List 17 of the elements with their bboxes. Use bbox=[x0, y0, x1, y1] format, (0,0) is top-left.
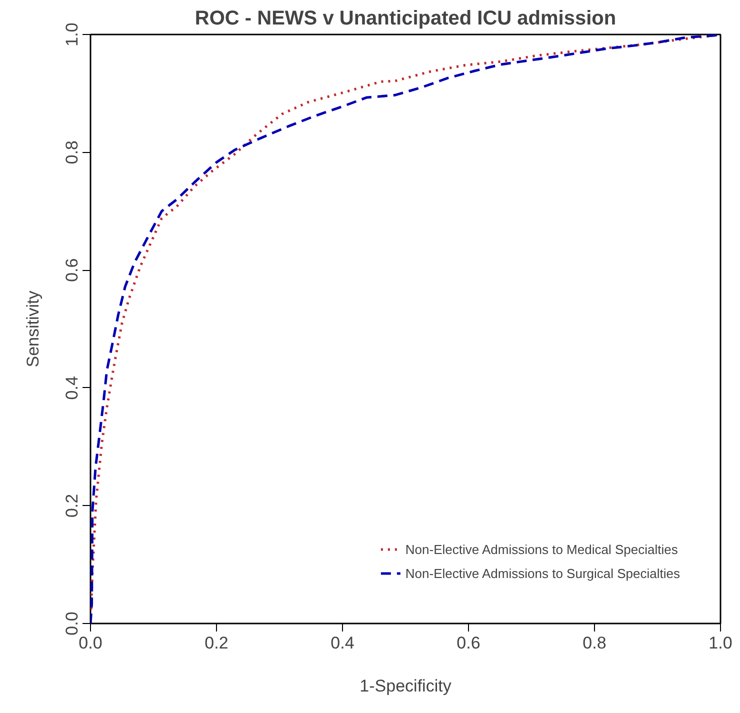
chart-title: ROC - NEWS v Unanticipated ICU admission bbox=[194, 8, 616, 30]
x-axis-title: 1-Specificity bbox=[360, 676, 452, 696]
x-tick-label: 0.8 bbox=[582, 634, 606, 652]
y-tick-label: 0.2 bbox=[62, 494, 82, 518]
x-tick-label: 0.6 bbox=[456, 634, 480, 652]
x-tick-label: 1.0 bbox=[708, 634, 732, 652]
legend-label: Non-Elective Admissions to Medical Specialties bbox=[405, 542, 678, 556]
y-axis-title: Sensitivity bbox=[24, 290, 42, 368]
y-tick-label: 0.6 bbox=[62, 258, 82, 282]
x-tick-label: 0.0 bbox=[78, 634, 102, 652]
y-tick-label: 0.0 bbox=[62, 612, 82, 636]
x-tick-label: 0.2 bbox=[204, 634, 228, 652]
x-tick-label: 0.4 bbox=[330, 634, 354, 652]
y-tick-label: 0.8 bbox=[62, 140, 82, 164]
y-tick-label: 1.0 bbox=[62, 22, 82, 46]
legend-label: Non-Elective Admissions to Surgical Specialties bbox=[405, 566, 680, 580]
y-tick-label: 0.4 bbox=[62, 376, 82, 400]
